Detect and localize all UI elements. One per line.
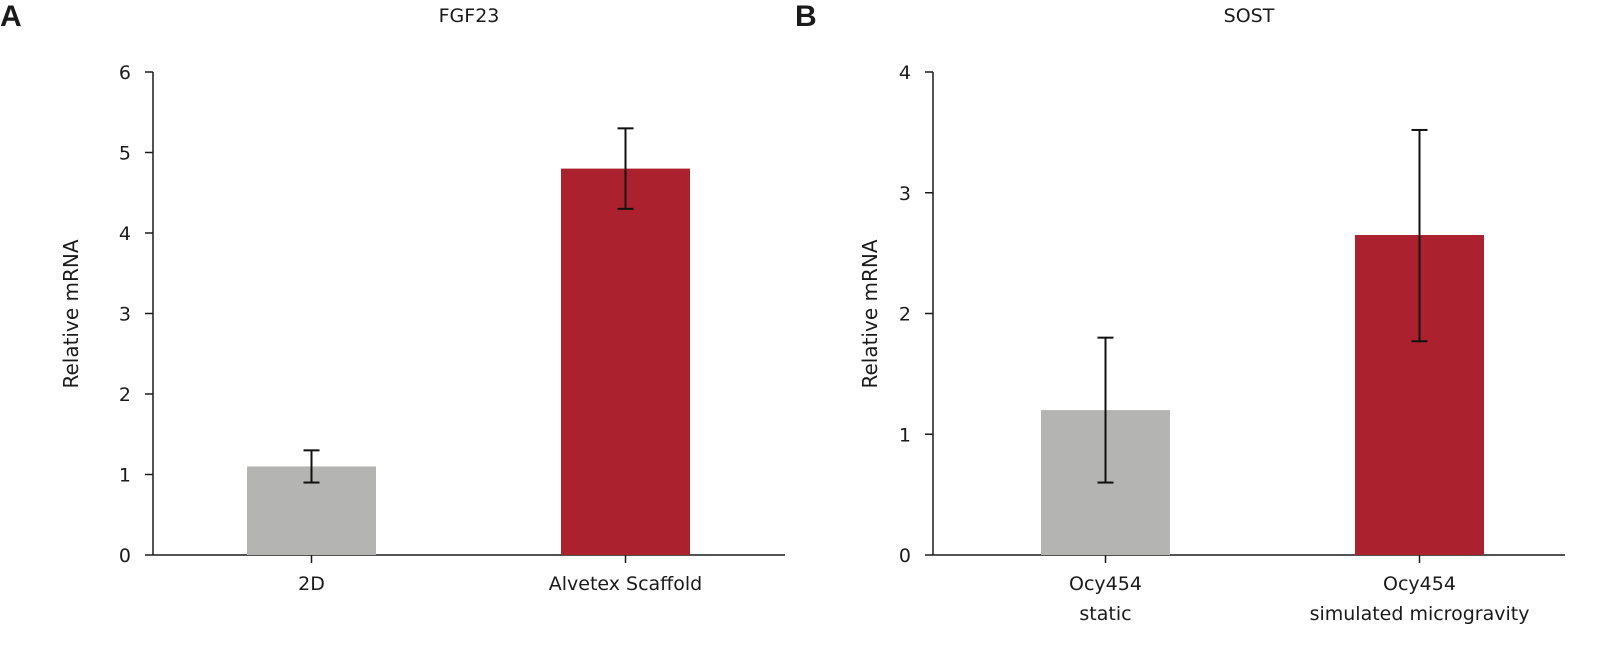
y-tick-label: 1	[119, 465, 131, 487]
chart-title: SOST	[1224, 5, 1275, 27]
y-axis-label: Relative mRNA	[59, 239, 83, 388]
panel-letter: B	[795, 0, 817, 33]
x-tick-label: Ocy454	[1383, 573, 1456, 595]
y-axis-label: Relative mRNA	[858, 239, 882, 388]
x-tick-label: simulated microgravity	[1310, 603, 1530, 625]
y-tick-label: 0	[899, 545, 911, 567]
bar	[561, 168, 690, 555]
y-tick-label: 2	[899, 304, 911, 326]
y-tick-label: 2	[119, 384, 131, 406]
y-tick-label: 4	[899, 62, 911, 84]
y-tick-label: 4	[119, 223, 131, 245]
panel-letter: A	[0, 0, 22, 33]
chart-title: FGF23	[439, 5, 500, 27]
x-tick-label: Alvetex Scaffold	[549, 573, 703, 595]
x-tick-label: 2D	[298, 573, 325, 595]
x-tick-label: static	[1079, 603, 1131, 625]
y-tick-label: 6	[119, 62, 131, 84]
y-tick-label: 3	[119, 304, 131, 326]
y-tick-label: 1	[899, 424, 911, 446]
y-tick-label: 3	[899, 183, 911, 205]
y-tick-label: 0	[119, 545, 131, 567]
x-tick-label: Ocy454	[1069, 573, 1142, 595]
y-tick-label: 5	[119, 143, 131, 165]
